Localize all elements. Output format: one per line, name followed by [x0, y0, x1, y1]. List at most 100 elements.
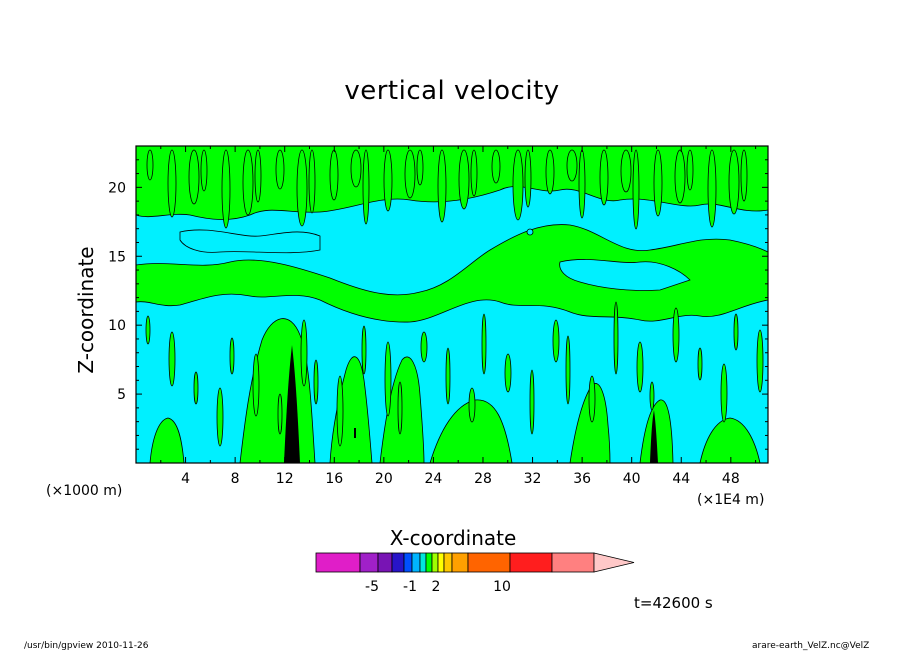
- x-axis-label: X-coordinate: [389, 526, 517, 550]
- colorbar-segment: [403, 552, 413, 573]
- streak-lower: [504, 353, 512, 393]
- streak-lower: [613, 301, 619, 375]
- streak-upper: [221, 149, 231, 229]
- x-tick-label: 8: [231, 471, 240, 487]
- colorbar-segment: [431, 552, 439, 573]
- streak-lower: [277, 393, 283, 435]
- x-tick-label: 20: [375, 471, 393, 487]
- streak-lower: [720, 363, 728, 423]
- streak-upper: [578, 149, 586, 219]
- streak-upper: [491, 149, 501, 184]
- streak-lower: [756, 329, 764, 393]
- streak-upper: [740, 149, 748, 202]
- x-axis-unit-left: (×1000 m): [46, 483, 123, 499]
- streak-upper: [707, 149, 717, 228]
- streak-upper: [470, 149, 478, 197]
- streak-upper: [383, 149, 393, 212]
- colorbar-tick-label: 10: [493, 579, 511, 595]
- streak-lower: [733, 313, 739, 351]
- chart-title: vertical velocity: [344, 76, 560, 106]
- streak-upper: [437, 149, 447, 223]
- colorbar: -5 -1 2 10: [315, 552, 635, 595]
- y-tick-label: 10: [108, 318, 126, 334]
- streak-lower: [565, 335, 571, 405]
- streak-lower: [420, 331, 428, 363]
- x-tick-label: 24: [424, 471, 442, 487]
- streak-upper: [620, 149, 632, 193]
- streak-upper: [404, 149, 416, 199]
- x-tick-label: 16: [325, 471, 343, 487]
- streak-lower: [313, 359, 319, 405]
- colorbar-segment: [315, 552, 361, 573]
- streak-upper: [167, 149, 177, 218]
- colorbar-segment: [443, 552, 453, 573]
- strong-updraft: [284, 345, 300, 463]
- streak-lower: [193, 371, 199, 405]
- streak-upper: [275, 149, 285, 190]
- time-label: t=42600 s: [634, 594, 713, 612]
- x-tick-label: 4: [181, 471, 190, 487]
- colorbar-segment: [359, 552, 379, 573]
- y-tick-label: 15: [108, 249, 126, 265]
- negative-region: [526, 228, 534, 236]
- colorbar-segment: [419, 552, 427, 573]
- streak-lower: [552, 319, 560, 363]
- colorbar-arrow: [593, 552, 635, 573]
- streak-upper: [254, 149, 262, 203]
- colorbar-segment: [451, 552, 469, 573]
- streak-upper: [458, 149, 470, 210]
- streak-lower: [336, 375, 344, 447]
- colorbar-tick-label: 2: [432, 579, 441, 595]
- streak-lower: [529, 369, 535, 435]
- colorbar-segment: [391, 552, 405, 573]
- streak-upper: [566, 149, 578, 182]
- colorbar-segment: [377, 552, 393, 573]
- colorbar-segment: [551, 552, 595, 573]
- streak-upper: [242, 149, 254, 216]
- streak-upper: [416, 149, 424, 186]
- colorbar-segment: [425, 552, 433, 573]
- streak-lower: [649, 381, 655, 411]
- streak-lower: [229, 337, 235, 375]
- y-tick-label: 20: [108, 180, 126, 196]
- negative-region: [179, 229, 321, 254]
- streak-upper: [362, 149, 370, 225]
- streak-lower: [697, 347, 703, 381]
- colorbar-tick-label: -5: [365, 579, 379, 595]
- streak-lower: [216, 387, 224, 447]
- streak-upper: [524, 149, 532, 208]
- streak-upper: [200, 149, 208, 192]
- positive-region: [569, 383, 611, 463]
- streak-lower: [672, 307, 680, 363]
- streak-upper: [686, 149, 694, 191]
- streak-lower: [481, 313, 487, 375]
- negative-region: [559, 259, 691, 291]
- streak-upper: [512, 149, 524, 221]
- footer-right: arare-earth_VelZ.nc@VelZ: [752, 641, 870, 651]
- strong-updraft: [354, 428, 356, 438]
- footer-left: /usr/bin/gpview 2010-11-26: [24, 641, 149, 651]
- x-tick-label: 28: [474, 471, 492, 487]
- colorbar-segment: [411, 552, 421, 573]
- streak-lower: [300, 319, 308, 387]
- streak-upper: [653, 149, 663, 217]
- streak-upper: [329, 149, 339, 201]
- streak-upper: [296, 149, 308, 227]
- positive-region: [149, 417, 185, 463]
- x-tick-label: 48: [722, 471, 740, 487]
- streak-lower: [168, 331, 176, 387]
- streak-lower: [588, 375, 596, 423]
- streak-lower: [468, 387, 476, 423]
- x-tick-label: 32: [524, 471, 542, 487]
- strong-updraft: [650, 410, 658, 463]
- streak-lower: [636, 341, 644, 393]
- streak-lower: [361, 325, 367, 375]
- x-axis-unit-right: (×1E4 m): [697, 492, 765, 508]
- x-tick-label: 44: [672, 471, 690, 487]
- colorbar-segment: [467, 552, 511, 573]
- streak-upper: [146, 149, 154, 181]
- positive-region: [699, 417, 761, 463]
- streak-upper: [545, 149, 555, 195]
